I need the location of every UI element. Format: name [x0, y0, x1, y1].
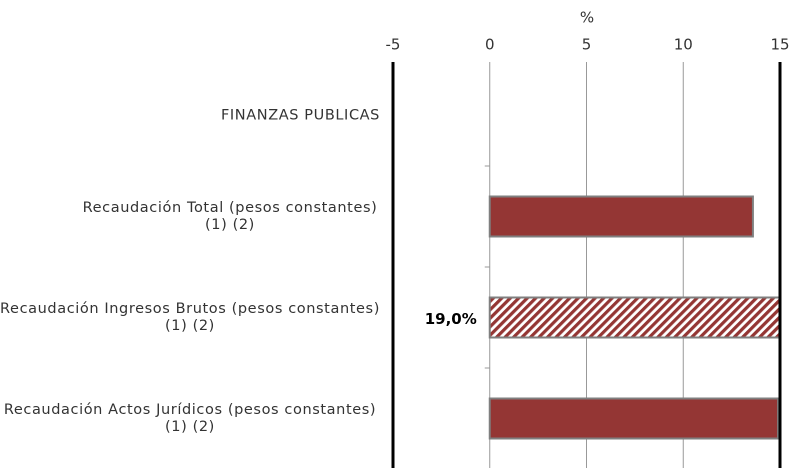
- x-axis-label: %: [580, 9, 594, 27]
- x-tick-label: 5: [582, 36, 592, 54]
- bar: [488, 195, 754, 238]
- bars: [488, 195, 780, 440]
- bar: [488, 397, 780, 440]
- category-label: FINANZAS PUBLICAS: [220, 107, 380, 123]
- bar: [488, 296, 780, 339]
- x-tick-label: 0: [485, 36, 495, 54]
- category-label-box: Recaudación Total (pesos constantes) (1)…: [80, 200, 380, 234]
- x-tick-label: 15: [770, 36, 789, 54]
- category-label: Recaudación Total (pesos constantes) (1)…: [82, 199, 378, 233]
- category-label-box: Recaudación Actos Jurídicos (pesos const…: [0, 402, 380, 436]
- category-label: Recaudación Actos Jurídicos (pesos const…: [3, 401, 377, 435]
- category-label-box: Recaudación Ingresos Brutos (pesos const…: [0, 301, 380, 335]
- category-label: Recaudación Ingresos Brutos (pesos const…: [0, 300, 380, 334]
- value-label: 19,0%: [425, 310, 477, 328]
- category-label-box: FINANZAS PUBLICAS: [221, 107, 380, 124]
- x-tick-label: 10: [674, 36, 693, 54]
- x-tick-label: -5: [386, 36, 401, 54]
